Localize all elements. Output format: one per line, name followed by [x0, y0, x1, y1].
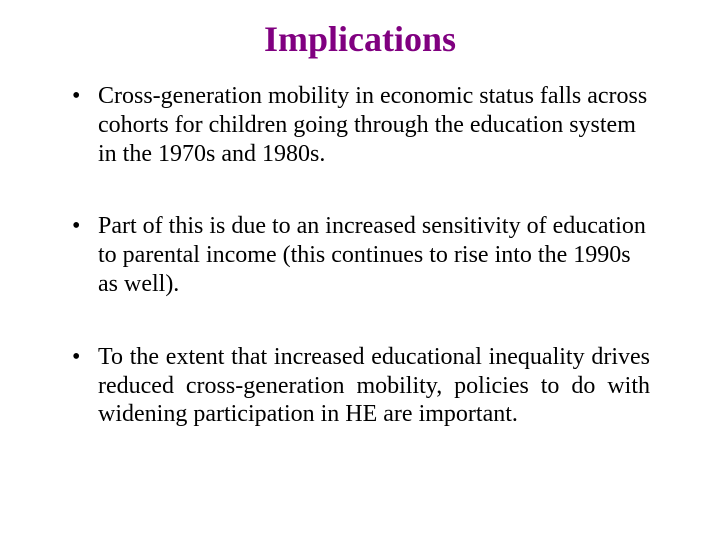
bullet-text: To the extent that increased educational…	[98, 344, 650, 428]
bullet-item: Cross-generation mobility in economic st…	[70, 82, 650, 168]
bullet-list: Cross-generation mobility in economic st…	[70, 82, 650, 429]
slide-title: Implications	[70, 18, 650, 60]
slide: Implications Cross-generation mobility i…	[0, 0, 720, 540]
bullet-item: Part of this is due to an increased sens…	[70, 212, 650, 298]
bullet-item: To the extent that increased educational…	[70, 343, 650, 429]
bullet-text: Cross-generation mobility in economic st…	[98, 83, 647, 167]
bullet-text: Part of this is due to an increased sens…	[98, 213, 646, 297]
